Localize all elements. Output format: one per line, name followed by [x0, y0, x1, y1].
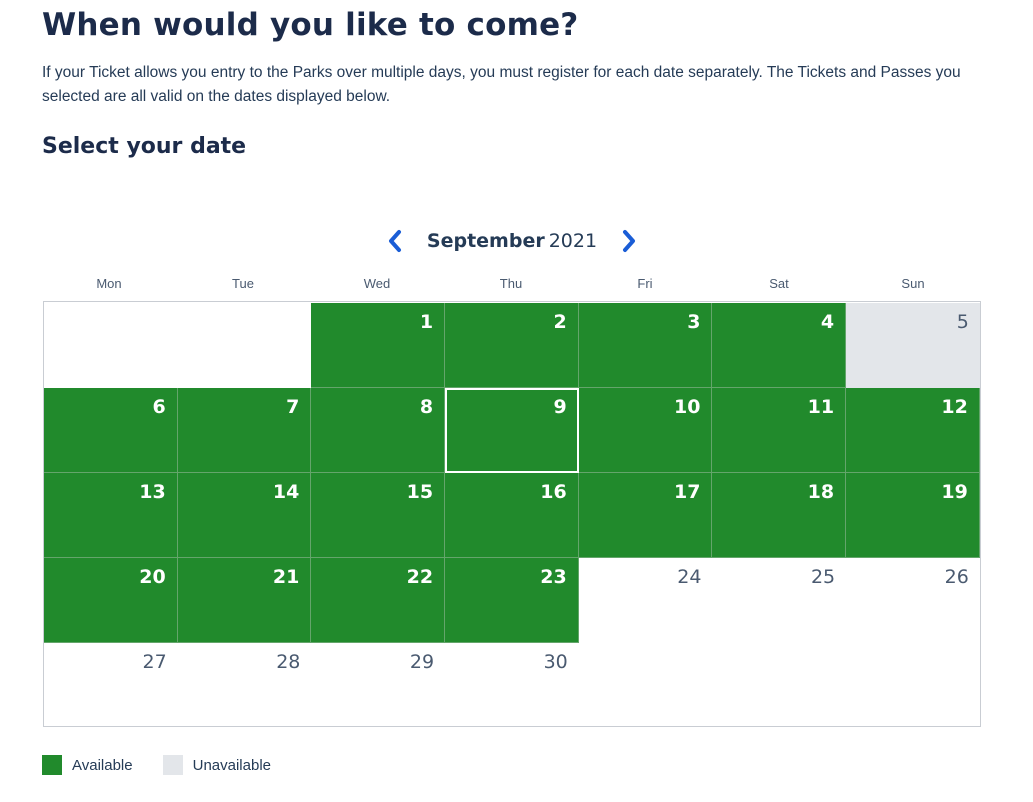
day-number: 6: [152, 396, 166, 418]
empty-cell: [178, 303, 312, 388]
day-cell-23[interactable]: 23: [445, 558, 579, 643]
day-cell-13[interactable]: 13: [44, 473, 178, 558]
day-number: 7: [286, 396, 300, 418]
day-cell-29: 29: [311, 643, 445, 728]
unavailable-swatch: [162, 755, 183, 775]
day-number: 17: [673, 481, 701, 503]
weekday-fri: Fri: [637, 276, 653, 291]
day-cell-5: 5: [846, 303, 980, 388]
day-cell-8[interactable]: 8: [311, 388, 446, 473]
day-cell-26: 26: [846, 558, 980, 643]
page-description: If your Ticket allows you entry to the P…: [42, 64, 961, 105]
day-cell-19[interactable]: 19: [846, 473, 980, 558]
year-value: 2021: [548, 230, 598, 252]
weekday-tue: Tue: [232, 276, 254, 291]
day-number: 22: [406, 566, 434, 588]
day-number: 8: [419, 396, 434, 418]
day-cell-30: 30: [445, 643, 579, 728]
day-number: 23: [540, 566, 567, 588]
day-number: 14: [272, 481, 300, 503]
day-cell-3[interactable]: 3: [578, 303, 713, 388]
available-swatch: [42, 755, 62, 775]
day-number: 12: [941, 396, 968, 418]
day-cell-15[interactable]: 15: [311, 473, 446, 558]
day-number: 19: [941, 481, 968, 503]
day-number: 4: [820, 311, 835, 333]
legend-available: Available: [42, 755, 133, 775]
legend-unavailable: Unavailable: [162, 755, 271, 775]
weekday-mon: Mon: [96, 276, 122, 291]
day-number: 27: [142, 651, 167, 673]
weekday-wed: Wed: [363, 276, 391, 291]
day-cell-14[interactable]: 14: [177, 473, 312, 558]
day-number: 13: [139, 481, 166, 503]
day-cell-2[interactable]: 2: [445, 303, 579, 388]
weekday-header: Mon Tue Wed Thu Fri Sat Sun: [42, 276, 982, 294]
legend-available-label: Available: [72, 756, 133, 774]
day-cell-18[interactable]: 18: [712, 473, 847, 558]
chevron-left-icon: [389, 230, 401, 252]
day-number: 30: [543, 651, 568, 673]
section-title: Select your date: [42, 134, 247, 159]
calendar-grid: 1 2 3 4 5 6 7 8 9 10 11 12 13 14 15 16 17 18 19 20 21 22 23 24 2…: [43, 301, 981, 727]
chevron-right-icon: [623, 230, 635, 252]
day-cell-4[interactable]: 4: [712, 303, 847, 388]
day-number: 18: [807, 481, 835, 503]
day-number: 20: [139, 566, 166, 588]
previous-month-button[interactable]: [380, 223, 410, 259]
day-number: 11: [807, 396, 835, 418]
day-number: 21: [272, 566, 300, 588]
day-number: 24: [677, 566, 702, 588]
day-number: 15: [406, 481, 434, 503]
day-cell-1[interactable]: 1: [311, 303, 446, 388]
day-cell-10[interactable]: 10: [578, 388, 713, 473]
day-cell-21[interactable]: 21: [177, 558, 312, 643]
month-navigation: September 2021: [380, 223, 644, 259]
day-cell-11[interactable]: 11: [712, 388, 847, 473]
weekday-thu: Thu: [499, 276, 523, 291]
day-cell-6[interactable]: 6: [44, 388, 178, 473]
day-number: 10: [673, 396, 701, 418]
day-number: 26: [944, 566, 969, 588]
day-number: 5: [956, 311, 969, 333]
empty-cell: [44, 303, 178, 388]
month-year-label: September 2021: [427, 230, 597, 252]
day-cell-9[interactable]: 9: [445, 388, 579, 473]
day-cell-27: 27: [44, 643, 178, 728]
day-number: 1: [419, 311, 434, 333]
weekday-sat: Sat: [769, 276, 789, 291]
day-number: 28: [276, 651, 301, 673]
next-month-button[interactable]: [614, 223, 644, 259]
weekday-sun: Sun: [901, 276, 925, 291]
day-cell-20[interactable]: 20: [44, 558, 178, 643]
day-cell-25: 25: [712, 558, 846, 643]
day-number: 29: [409, 651, 435, 673]
day-cell-22[interactable]: 22: [311, 558, 446, 643]
day-number: 2: [553, 311, 567, 333]
day-cell-12[interactable]: 12: [846, 388, 980, 473]
legend: Available Unavailable: [42, 753, 301, 777]
day-cell-7[interactable]: 7: [177, 388, 312, 473]
day-cell-16[interactable]: 16: [445, 473, 579, 558]
day-number: 25: [810, 566, 836, 588]
day-cell-28: 28: [178, 643, 312, 728]
month-name: September: [426, 230, 545, 252]
day-number: 16: [540, 481, 567, 503]
page-title: When would you like to come?: [42, 7, 579, 43]
day-cell-24: 24: [579, 558, 713, 643]
calendar-days: 1 2 3 4 5 6 7 8 9 10 11 12 13 14 15 16 17 18 19 20 21 22 23 24 2…: [44, 303, 980, 728]
day-number: 3: [687, 311, 701, 333]
legend-unavailable-label: Unavailable: [192, 756, 271, 774]
day-cell-17[interactable]: 17: [578, 473, 713, 558]
day-number: 9: [553, 396, 567, 418]
